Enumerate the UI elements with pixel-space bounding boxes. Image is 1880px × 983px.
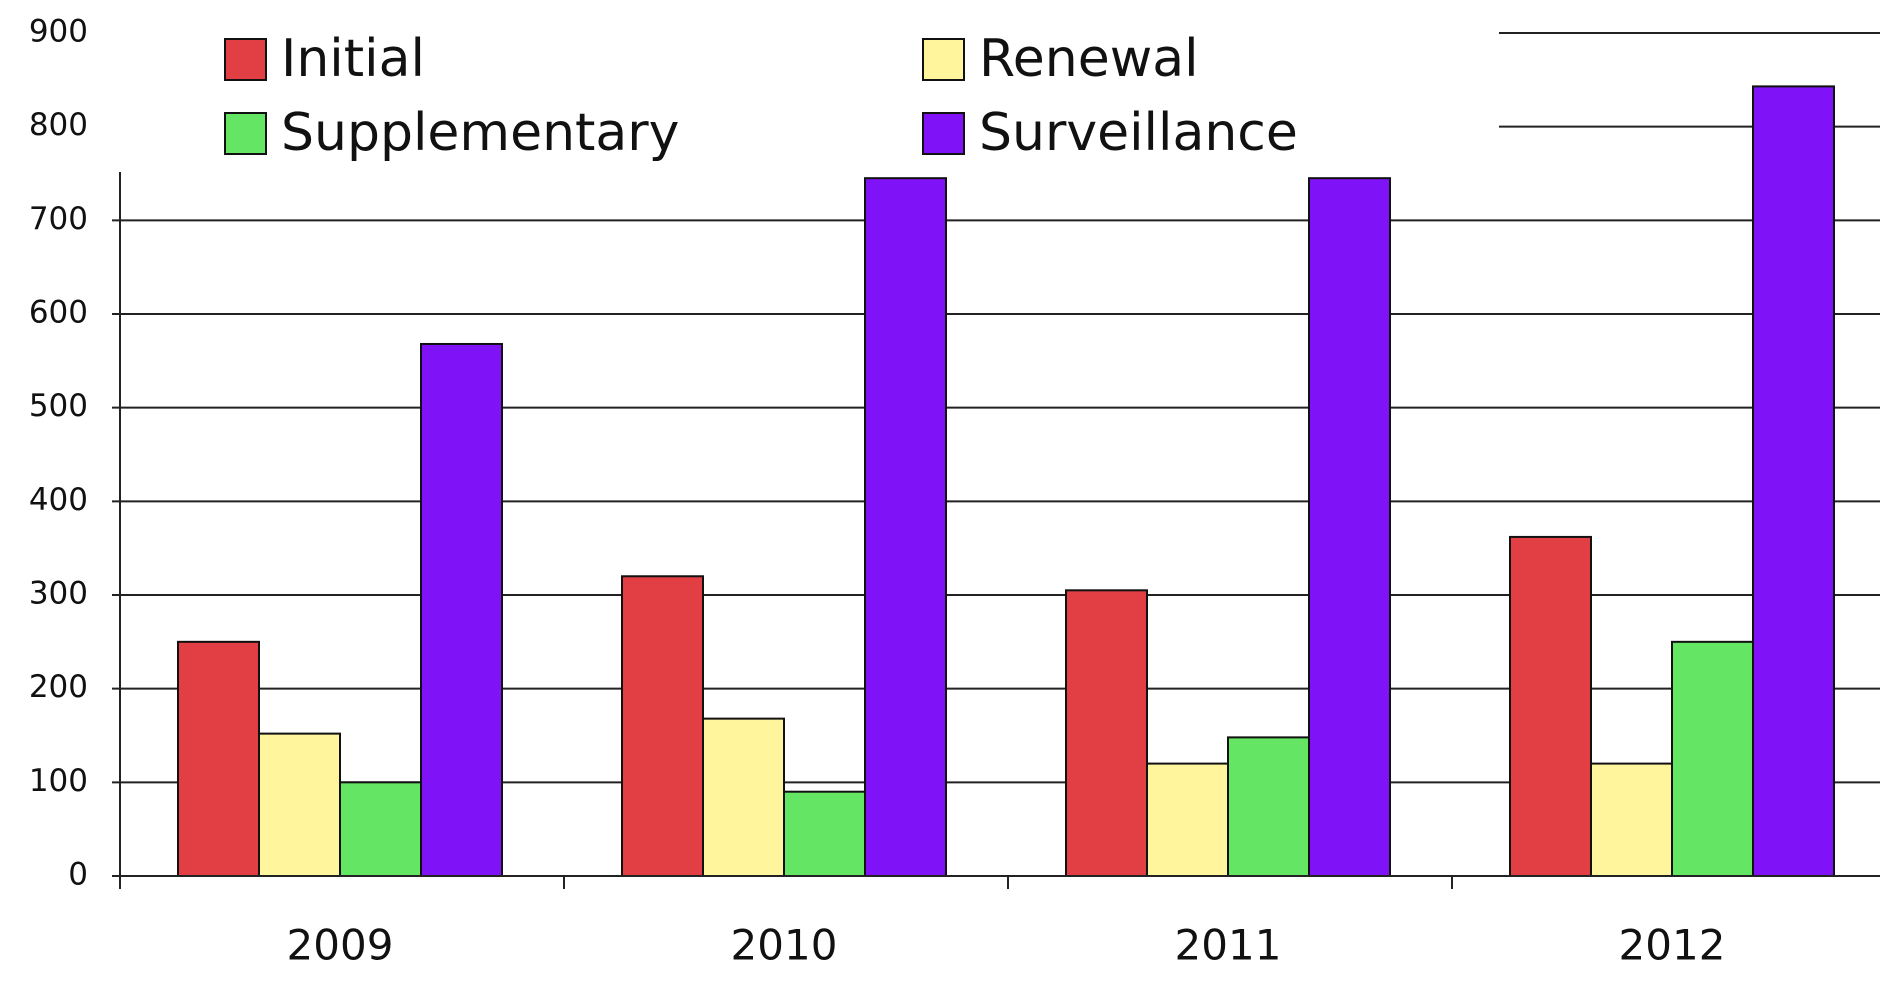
bar	[177, 640, 260, 877]
bar	[1308, 177, 1391, 877]
bar	[864, 177, 947, 877]
bar	[339, 781, 422, 877]
bar	[1509, 535, 1592, 878]
bar	[1227, 736, 1310, 878]
y-tick-label: 800	[29, 107, 88, 143]
legend-label: Supplementary	[281, 103, 679, 163]
bar	[621, 575, 704, 877]
y-tick-label: 500	[29, 388, 88, 424]
y-tick-label: 900	[29, 14, 88, 50]
bar	[1590, 762, 1673, 877]
bar	[783, 790, 866, 878]
legend-swatch	[922, 38, 965, 81]
bar	[1146, 762, 1229, 877]
bar	[1752, 85, 1835, 877]
y-tick-label: 600	[29, 295, 88, 331]
x-tick-label: 2012	[1619, 921, 1726, 970]
legend-swatch	[922, 112, 965, 155]
x-tick-label: 2010	[731, 921, 838, 970]
bar	[420, 342, 503, 877]
x-tick-label: 2009	[287, 921, 394, 970]
y-tick-label: 0	[68, 857, 88, 893]
y-tick-label: 400	[29, 482, 88, 518]
legend-swatch	[224, 38, 267, 81]
y-tick-label: 300	[29, 576, 88, 612]
y-tick-label: 700	[29, 201, 88, 237]
legend-swatch	[224, 112, 267, 155]
bar	[702, 717, 785, 878]
bar	[1065, 589, 1148, 877]
y-tick-label: 200	[29, 669, 88, 705]
legend-label: Initial	[281, 29, 425, 89]
legend-box	[108, 0, 1499, 170]
y-tick-label: 100	[29, 763, 88, 799]
legend-label: Surveillance	[979, 103, 1298, 163]
bar	[1671, 640, 1754, 877]
bar	[258, 732, 341, 877]
legend-label: Renewal	[979, 29, 1199, 89]
x-tick-label: 2011	[1175, 921, 1282, 970]
